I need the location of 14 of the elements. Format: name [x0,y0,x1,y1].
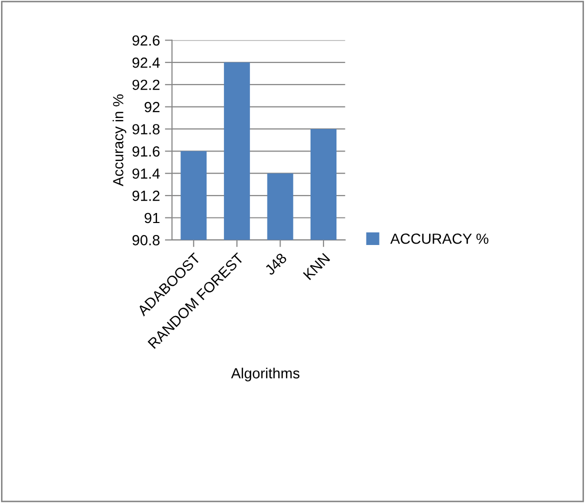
y-tick-label: 91 [144,212,160,224]
y-tick-label: 91.8 [132,124,160,134]
y-tick-label: 90.8 [132,235,160,246]
x-tick-label: J48 [264,252,288,276]
y-tick-label: 92.2 [132,80,160,90]
y-tick-label: 92.4 [132,58,160,68]
y-tick-label: 92.6 [132,35,160,46]
y-tick-label: 91.2 [132,190,160,201]
x-axis-title: Algorithms [231,368,300,382]
legend-label: ACCURACY % [390,234,488,244]
y-tick-label: 92 [144,102,160,112]
y-tick-label: 91.6 [132,146,160,157]
y-axis-title: Accuracy in % [112,94,126,186]
y-tick-label: 91.4 [132,168,160,179]
